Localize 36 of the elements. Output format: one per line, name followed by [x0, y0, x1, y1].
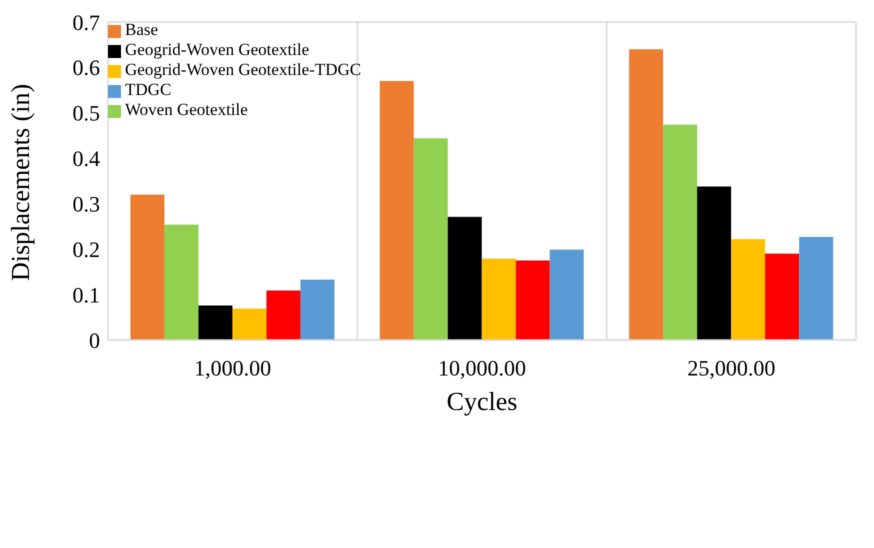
x-tick-label: 1,000.00	[194, 356, 272, 381]
bar	[414, 138, 448, 340]
y-tick-label: 0.2	[72, 236, 100, 262]
legend-label: Geogrid-Woven Geotextile	[125, 40, 310, 59]
bar	[550, 250, 584, 340]
legend-label: TDGC	[125, 80, 172, 99]
bar	[697, 186, 732, 340]
bar	[448, 216, 482, 340]
y-tick-label: 0.5	[72, 100, 100, 126]
bar	[482, 258, 516, 340]
y-axis-title: Displacements (in)	[6, 84, 36, 281]
bar	[164, 224, 198, 340]
bar	[300, 280, 334, 340]
bar	[266, 290, 300, 340]
y-tick-label: 0.1	[72, 282, 100, 308]
bar	[130, 194, 164, 340]
legend-label: Base	[125, 20, 158, 39]
x-tick-label: 10,000.00	[438, 356, 526, 381]
bar	[232, 308, 266, 340]
y-tick-label: 0.7	[72, 10, 100, 35]
bar	[380, 81, 414, 340]
y-tick-label: 0	[89, 328, 100, 353]
legend-label: Woven Geotextile	[125, 100, 248, 119]
bar	[765, 254, 800, 340]
bar	[799, 236, 834, 340]
y-tick-label: 0.3	[72, 192, 100, 217]
legend-label: Geogrid-Woven Geotextile-TDGC	[125, 60, 362, 79]
y-tick-label: 0.4	[72, 146, 100, 172]
x-tick-label: 25,000.00	[687, 356, 776, 381]
y-tick-label: 0.6	[72, 55, 100, 80]
bar	[663, 124, 698, 340]
bar	[629, 49, 664, 340]
x-axis-title: Cycles	[446, 387, 518, 416]
bar	[516, 260, 550, 340]
bar	[198, 305, 232, 340]
bar	[731, 239, 766, 340]
